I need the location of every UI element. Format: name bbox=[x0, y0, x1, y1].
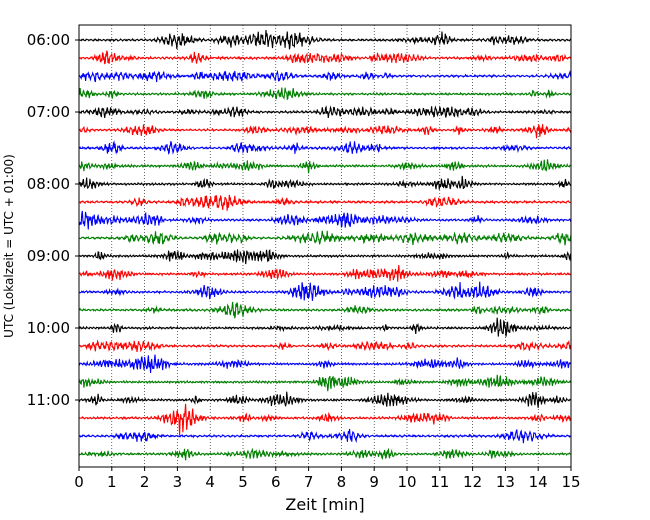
y-tick-label: 06:00 bbox=[27, 31, 70, 49]
seismic-trace-line bbox=[78, 159, 572, 174]
x-tick-label: 10 bbox=[397, 473, 416, 491]
seismic-trace-line bbox=[78, 29, 572, 50]
x-tick-label: 4 bbox=[205, 473, 215, 491]
x-tick-label: 7 bbox=[304, 473, 314, 491]
seismic-trace-line bbox=[78, 354, 572, 374]
y-axis-label: UTC (Lokalzeit = UTC + 01:00) bbox=[2, 154, 16, 338]
seismic-trace-line bbox=[78, 301, 572, 319]
seismic-trace-line bbox=[78, 140, 572, 155]
x-tick-label: 8 bbox=[337, 473, 347, 491]
y-tick-label: 09:00 bbox=[27, 247, 70, 265]
x-tick-label: 1 bbox=[107, 473, 117, 491]
seismic-trace-line bbox=[78, 87, 572, 101]
seismic-trace-line bbox=[78, 50, 572, 65]
x-tick-label: 0 bbox=[74, 473, 84, 491]
x-tick-label: 13 bbox=[496, 473, 515, 491]
x-tick-label: 5 bbox=[238, 473, 248, 491]
x-tick-label: 9 bbox=[369, 473, 379, 491]
seismic-trace-line bbox=[78, 374, 572, 392]
seismic-trace-line bbox=[78, 210, 572, 230]
seismic-trace-line bbox=[78, 428, 572, 444]
seismic-trace-line bbox=[78, 69, 572, 83]
seismic-trace-line bbox=[78, 175, 572, 190]
x-tick-label: 15 bbox=[561, 473, 580, 491]
plot-frame bbox=[78, 24, 572, 468]
seismic-trace-line bbox=[78, 230, 572, 246]
y-tick-label: 08:00 bbox=[27, 175, 70, 193]
seismic-trace-line bbox=[78, 317, 572, 337]
seismic-trace-line bbox=[78, 264, 572, 282]
y-tick-label: 11:00 bbox=[27, 391, 70, 409]
x-tick-label: 2 bbox=[140, 473, 150, 491]
seismic-trace-line bbox=[78, 105, 572, 119]
seismic-trace-line bbox=[78, 447, 572, 461]
x-tick-label: 3 bbox=[173, 473, 183, 491]
seismic-traces bbox=[78, 29, 572, 461]
x-tick-label: 6 bbox=[271, 473, 281, 491]
x-axis-ticks: 0 1 2 3 4 5 6 7 8 9 10 11 12 13 14 15 bbox=[74, 467, 581, 491]
x-tick-label: 14 bbox=[529, 473, 548, 491]
seismic-trace-line bbox=[78, 391, 572, 408]
y-tick-label: 07:00 bbox=[27, 103, 70, 121]
x-tick-label: 12 bbox=[463, 473, 482, 491]
x-tick-label: 11 bbox=[430, 473, 449, 491]
seismic-trace-line bbox=[78, 249, 572, 265]
seismic-trace-line bbox=[78, 194, 572, 211]
seismic-trace-line bbox=[78, 339, 572, 353]
seismic-trace-line bbox=[78, 124, 572, 139]
y-tick-label: 10:00 bbox=[27, 319, 70, 337]
seismic-trace-line bbox=[78, 281, 572, 301]
x-axis-label: Zeit [min] bbox=[285, 495, 364, 514]
y-axis-ticks: 06:00 07:00 08:00 09:00 10:00 11:00 bbox=[27, 31, 79, 409]
seismic-trace-line bbox=[78, 403, 572, 435]
